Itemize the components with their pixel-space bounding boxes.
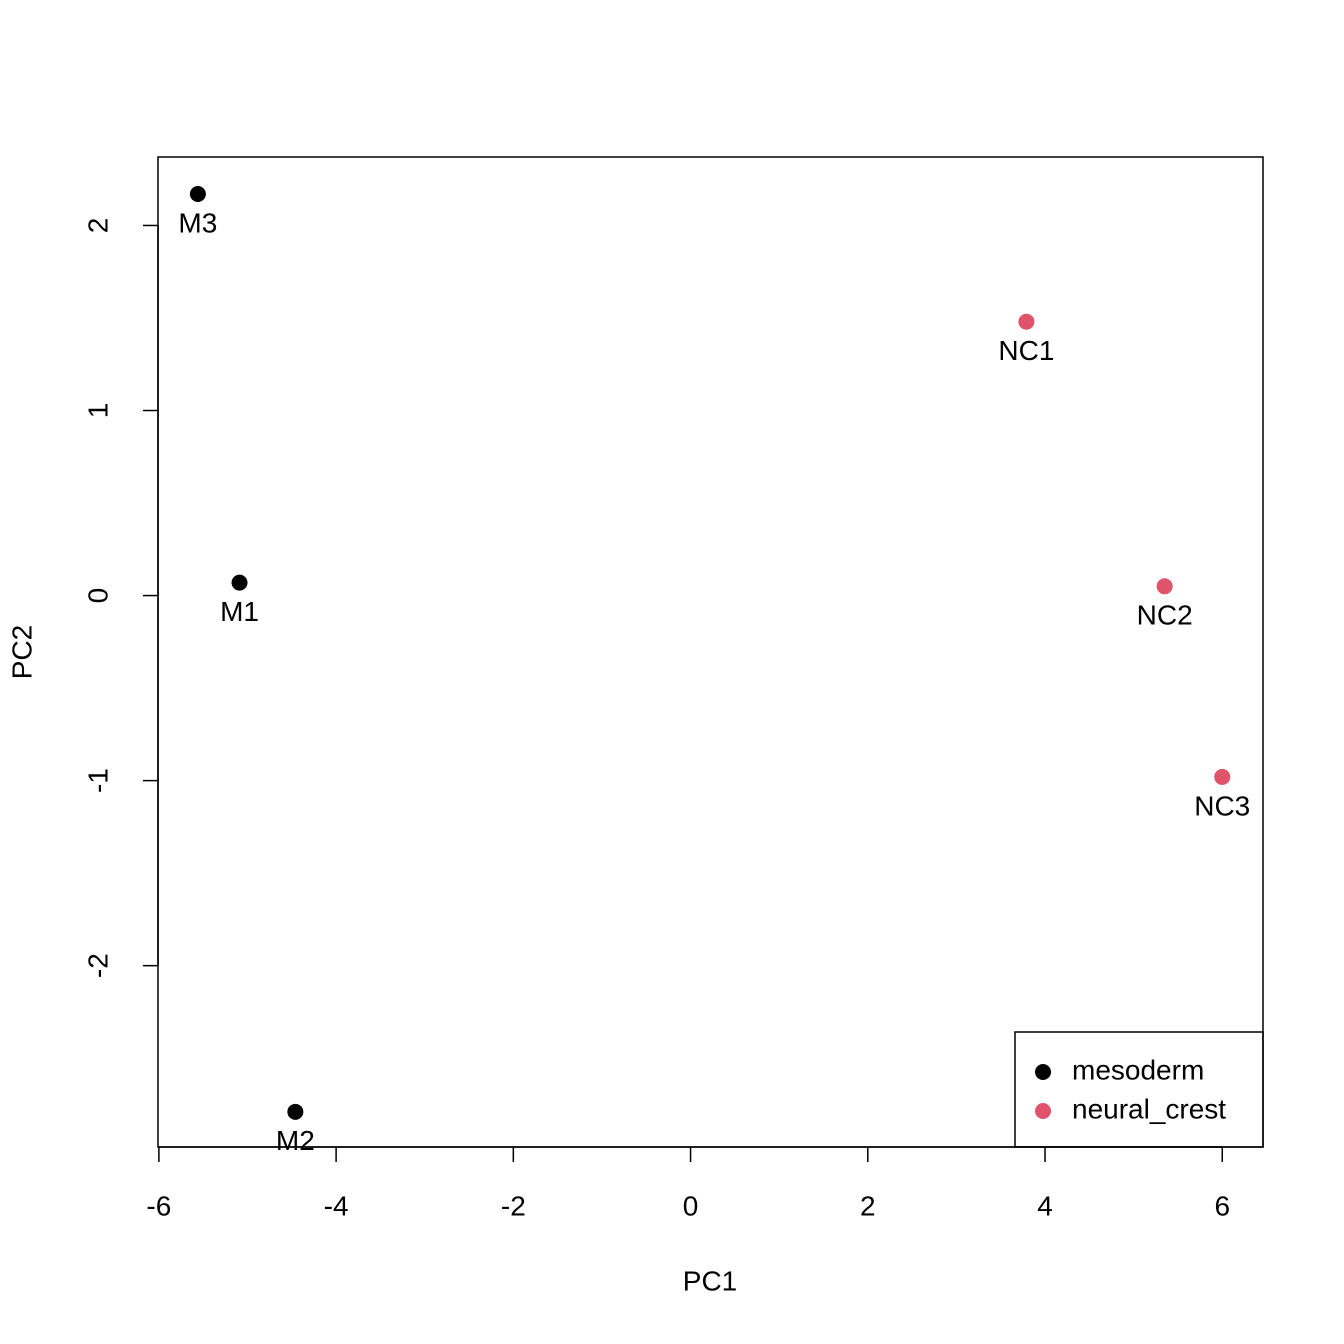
y-tick-label: 1 [82,403,113,419]
point [1214,768,1231,785]
point [231,574,248,591]
legend-marker [1035,1064,1051,1080]
y-tick-label: -1 [82,768,113,793]
point-label: NC1 [998,335,1054,366]
x-axis-title: PC1 [683,1265,737,1296]
point [287,1103,304,1120]
point [189,186,206,203]
legend-marker [1035,1103,1051,1119]
point-label: NC2 [1137,600,1193,631]
plot-frame [157,156,1264,1148]
point [1018,313,1035,330]
legend-label: mesoderm [1072,1054,1204,1085]
y-tick-label: 0 [82,588,113,604]
x-tick-label: -6 [146,1190,171,1221]
point-label: M3 [178,207,217,238]
x-tick-label: 4 [1037,1190,1053,1221]
y-tick-label: 2 [82,218,113,234]
x-tick-label: -4 [324,1190,349,1221]
point-label: M1 [220,596,259,627]
x-tick-label: 2 [860,1190,876,1221]
legend-box [1014,1031,1264,1148]
point-label: NC3 [1194,790,1250,821]
x-tick-label: 6 [1214,1190,1230,1221]
y-tick-label: -2 [82,953,113,978]
legend-label: neural_crest [1072,1093,1226,1124]
x-tick-label: 0 [683,1190,699,1221]
x-tick-label: -2 [501,1190,526,1221]
y-axis-title: PC2 [6,625,37,679]
point-label: M2 [276,1125,315,1156]
point [1156,578,1173,595]
